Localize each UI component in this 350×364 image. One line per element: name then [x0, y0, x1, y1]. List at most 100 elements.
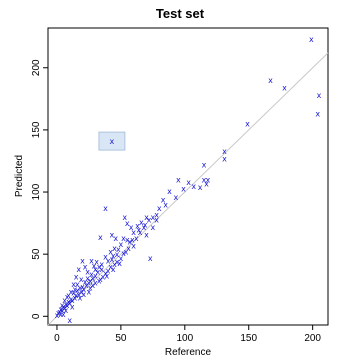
data-point: x — [139, 218, 144, 227]
data-point: x — [129, 223, 134, 232]
data-point: x — [103, 204, 108, 213]
data-point: x — [99, 265, 104, 274]
plot-frame — [47, 27, 329, 326]
data-point: x — [103, 253, 108, 262]
data-point: x — [112, 244, 117, 253]
data-point: x — [110, 137, 115, 146]
data-point: x — [111, 251, 116, 260]
data-point: x — [83, 263, 88, 272]
data-point: x — [112, 260, 117, 269]
data-point: x — [85, 268, 90, 277]
data-point: x — [61, 302, 66, 311]
data-point: x — [97, 276, 102, 285]
highlight-layer — [98, 131, 126, 151]
x-tick-label: 50 — [115, 333, 127, 344]
data-point: x — [309, 35, 314, 44]
data-point: x — [317, 91, 322, 100]
data-point: x — [80, 256, 85, 265]
data-point: x — [80, 282, 85, 291]
data-point: x — [71, 289, 76, 298]
data-point: x — [57, 307, 62, 316]
x-tick-label: 100 — [176, 333, 193, 344]
data-point: x — [97, 263, 102, 272]
y-tick-label: 0 — [31, 313, 42, 319]
data-point: x — [67, 299, 72, 308]
data-point: x — [110, 255, 115, 264]
y-tick-label: 200 — [31, 59, 42, 76]
data-point: x — [115, 250, 120, 259]
y-tick-label: 50 — [31, 248, 42, 260]
data-point: x — [131, 228, 136, 237]
data-point: x — [89, 256, 94, 265]
y-tick-label: 150 — [31, 121, 42, 138]
data-point: x — [83, 278, 88, 287]
data-point: x — [157, 204, 162, 213]
data-point: x — [58, 310, 63, 319]
x-axis-label: Reference — [165, 347, 212, 358]
data-point: x — [106, 266, 111, 275]
data-point: x — [78, 284, 83, 293]
data-point: x — [103, 269, 108, 278]
data-point: x — [81, 285, 86, 294]
data-point: x — [138, 228, 143, 237]
data-point: x — [143, 220, 148, 229]
data-point: x — [191, 182, 196, 191]
data-point: x — [62, 296, 67, 305]
data-point: x — [121, 249, 126, 258]
data-point: x — [76, 265, 81, 274]
data-point: x — [134, 234, 139, 243]
data-point: x — [74, 273, 79, 282]
data-point: x — [181, 184, 186, 193]
data-point: x — [60, 306, 65, 315]
data-point: x — [90, 281, 95, 290]
data-point: x — [150, 223, 155, 232]
data-point: x — [154, 210, 159, 219]
data-point: x — [87, 279, 92, 288]
data-point: x — [61, 310, 66, 319]
data-point: x — [67, 316, 72, 325]
data-point: x — [88, 284, 93, 293]
data-point: x — [101, 273, 106, 282]
data-point: x — [167, 187, 172, 196]
data-point: x — [222, 147, 227, 156]
data-point: x — [60, 301, 65, 310]
data-point: x — [93, 279, 98, 288]
data-point: x — [144, 230, 149, 239]
data-point: x — [115, 258, 120, 267]
data-point: x — [76, 290, 81, 299]
data-point: x — [176, 176, 181, 185]
data-point: x — [104, 271, 109, 280]
y-axis-ticks: 0 50 100 150 200 — [31, 59, 48, 319]
data-point: x — [81, 290, 86, 299]
data-point: x — [95, 268, 100, 277]
data-point: x — [65, 301, 70, 310]
data-point: x — [154, 215, 159, 224]
data-point: x — [78, 294, 83, 303]
data-point: x — [173, 193, 178, 202]
chart-title: Test set — [156, 6, 205, 21]
data-point: x — [85, 274, 90, 283]
data-point: x — [124, 248, 129, 257]
data-point: x — [119, 254, 124, 263]
x-tick-label: 200 — [304, 333, 321, 344]
data-point: x — [202, 161, 207, 170]
data-point: x — [282, 84, 287, 93]
data-point: x — [130, 235, 135, 244]
data-point: x — [110, 230, 115, 239]
data-point: x — [106, 256, 111, 265]
data-point: x — [94, 258, 99, 267]
data-point: x — [72, 285, 77, 294]
x-axis-ticks: 0 50 100 150 200 — [54, 325, 321, 344]
data-point: x — [71, 280, 76, 289]
data-point: x — [90, 274, 95, 283]
y-axis-label: Predicted — [14, 155, 25, 197]
data-point: x — [198, 183, 203, 192]
data-point: x — [222, 154, 227, 163]
data-point: x — [93, 271, 98, 280]
data-point: x — [131, 241, 136, 250]
data-point: x — [56, 309, 61, 318]
data-point: x — [74, 291, 79, 300]
data-point: x — [125, 235, 130, 244]
x-tick-label: 0 — [54, 333, 60, 344]
